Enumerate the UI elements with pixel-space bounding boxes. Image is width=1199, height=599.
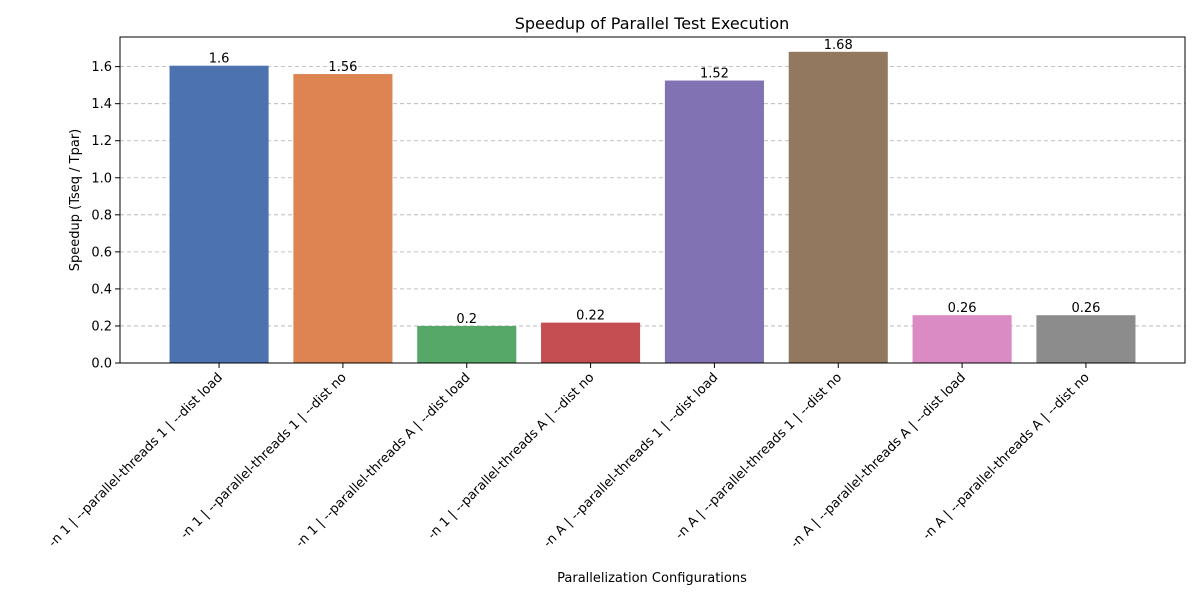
y-tick-label: 1.6: [91, 60, 112, 75]
y-tick-label: 0.8: [91, 208, 112, 223]
bar-value-label: 0.2: [456, 312, 477, 327]
y-tick-label: 0.2: [91, 319, 112, 334]
bar: [541, 322, 641, 363]
y-tick-label: 1.2: [91, 134, 112, 149]
y-axis-label: Speedup (Tseq / Tpar): [68, 129, 83, 271]
x-axis: -n 1 | --parallel-threads 1 | --dist loa…: [46, 363, 1093, 551]
bar-value-label: 0.22: [576, 309, 605, 324]
y-gridlines: [120, 66, 1185, 364]
bar-value-label: 1.52: [700, 67, 729, 82]
bar-value-labels: 1.6 1.56 0.2 0.22 1.52 1.68 0.26 0.26: [209, 38, 1101, 327]
bar-value-label: 1.6: [209, 52, 230, 67]
bar: [417, 325, 517, 363]
bar: [293, 74, 393, 363]
y-tick-label: 1.0: [91, 171, 112, 186]
bar-value-label: 1.68: [824, 38, 853, 53]
bars: [169, 51, 1136, 364]
bar-value-label: 0.26: [1071, 301, 1100, 316]
y-tick-label: 1.4: [91, 97, 112, 112]
y-tick-label: 0.6: [91, 245, 112, 260]
bar: [664, 80, 764, 363]
y-axis: 0.0 0.2 0.4 0.6 0.8 1.0 1.2 1.4 1.6: [91, 60, 120, 372]
y-tick-label: 0.4: [91, 282, 112, 297]
bar: [169, 65, 269, 363]
plot-area-frame: [119, 36, 1186, 364]
bar-value-label: 1.56: [328, 60, 357, 75]
y-tick-label: 0.0: [91, 357, 112, 372]
bar-value-label: 0.26: [948, 301, 977, 316]
chart-title: Speedup of Parallel Test Execution: [515, 14, 790, 33]
bar: [912, 315, 1012, 363]
x-axis-label: Parallelization Configurations: [557, 571, 747, 586]
bar: [1036, 315, 1136, 363]
bar: [788, 51, 888, 364]
